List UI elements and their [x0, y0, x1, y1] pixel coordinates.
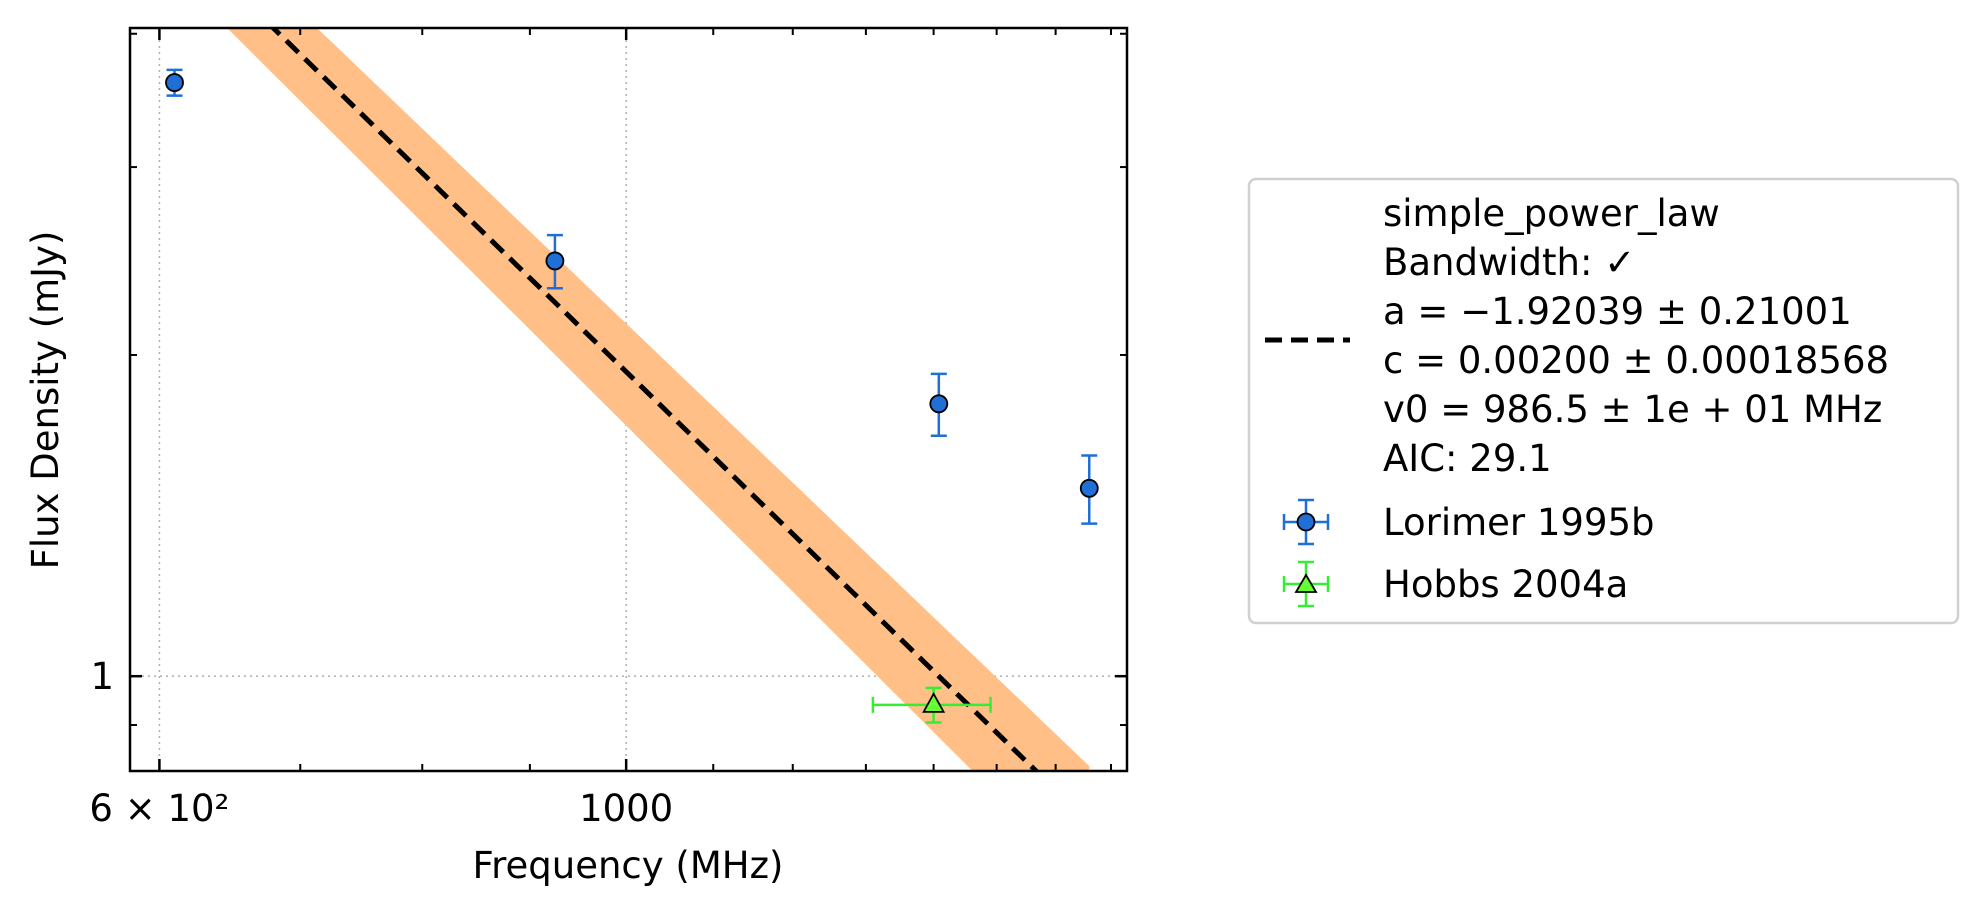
fit-line: [269, 28, 1040, 771]
legend-fit-v0: v0 = 986.5 ± 1e + 01 MHz: [1383, 388, 1882, 431]
data-point-lorimer: [1079, 454, 1099, 525]
legend-series-hobbs: Hobbs 2004a: [1383, 563, 1628, 606]
data-points-layer: [165, 68, 1099, 724]
legend-hobbs-marker: [1282, 560, 1330, 608]
y-tick-label: 1: [90, 655, 114, 698]
legend-fit-model: simple_power_law: [1383, 192, 1720, 235]
legend-fit-aic: AIC: 29.1: [1383, 437, 1552, 480]
data-point-lorimer: [165, 68, 184, 97]
grid: [130, 28, 1127, 771]
x-axis-label: Frequency (MHz): [473, 844, 784, 887]
ticks: [130, 28, 1127, 771]
circle-marker: [929, 394, 949, 414]
legend-lorimer-marker: [1282, 498, 1330, 546]
data-point-lorimer: [929, 372, 949, 438]
triangle-marker: [922, 692, 946, 713]
legend-fit-a: a = −1.92039 ± 0.21001: [1383, 290, 1852, 333]
x-tick-label: 6 × 10²: [89, 787, 229, 830]
circle-marker: [1079, 478, 1099, 498]
legend-series-lorimer: Lorimer 1995b: [1383, 501, 1655, 544]
legend-fit-c: c = 0.00200 ± 0.00018568: [1383, 339, 1889, 382]
legend-fit-bandwidth: Bandwidth: ✓: [1383, 241, 1635, 284]
data-point-lorimer: [545, 233, 565, 290]
legend-box: [1247, 177, 1960, 625]
tick-labels: 6 × 10² 1000 1: [89, 655, 673, 830]
y-axis-label: Flux Density (mJy): [24, 231, 67, 570]
legend: simple_power_law Bandwidth: ✓ a = −1.920…: [1247, 177, 1960, 625]
x-tick-label: 1000: [579, 787, 673, 830]
circle-marker: [165, 73, 184, 92]
fit-uncertainty-band: [227, 28, 1090, 771]
fit-line-layer: [269, 28, 1040, 771]
fit-uncertainty-band-layer: [227, 28, 1090, 771]
circle-marker: [545, 251, 565, 271]
data-point-hobbs: [871, 686, 992, 724]
axes-frame: [128, 26, 1129, 773]
